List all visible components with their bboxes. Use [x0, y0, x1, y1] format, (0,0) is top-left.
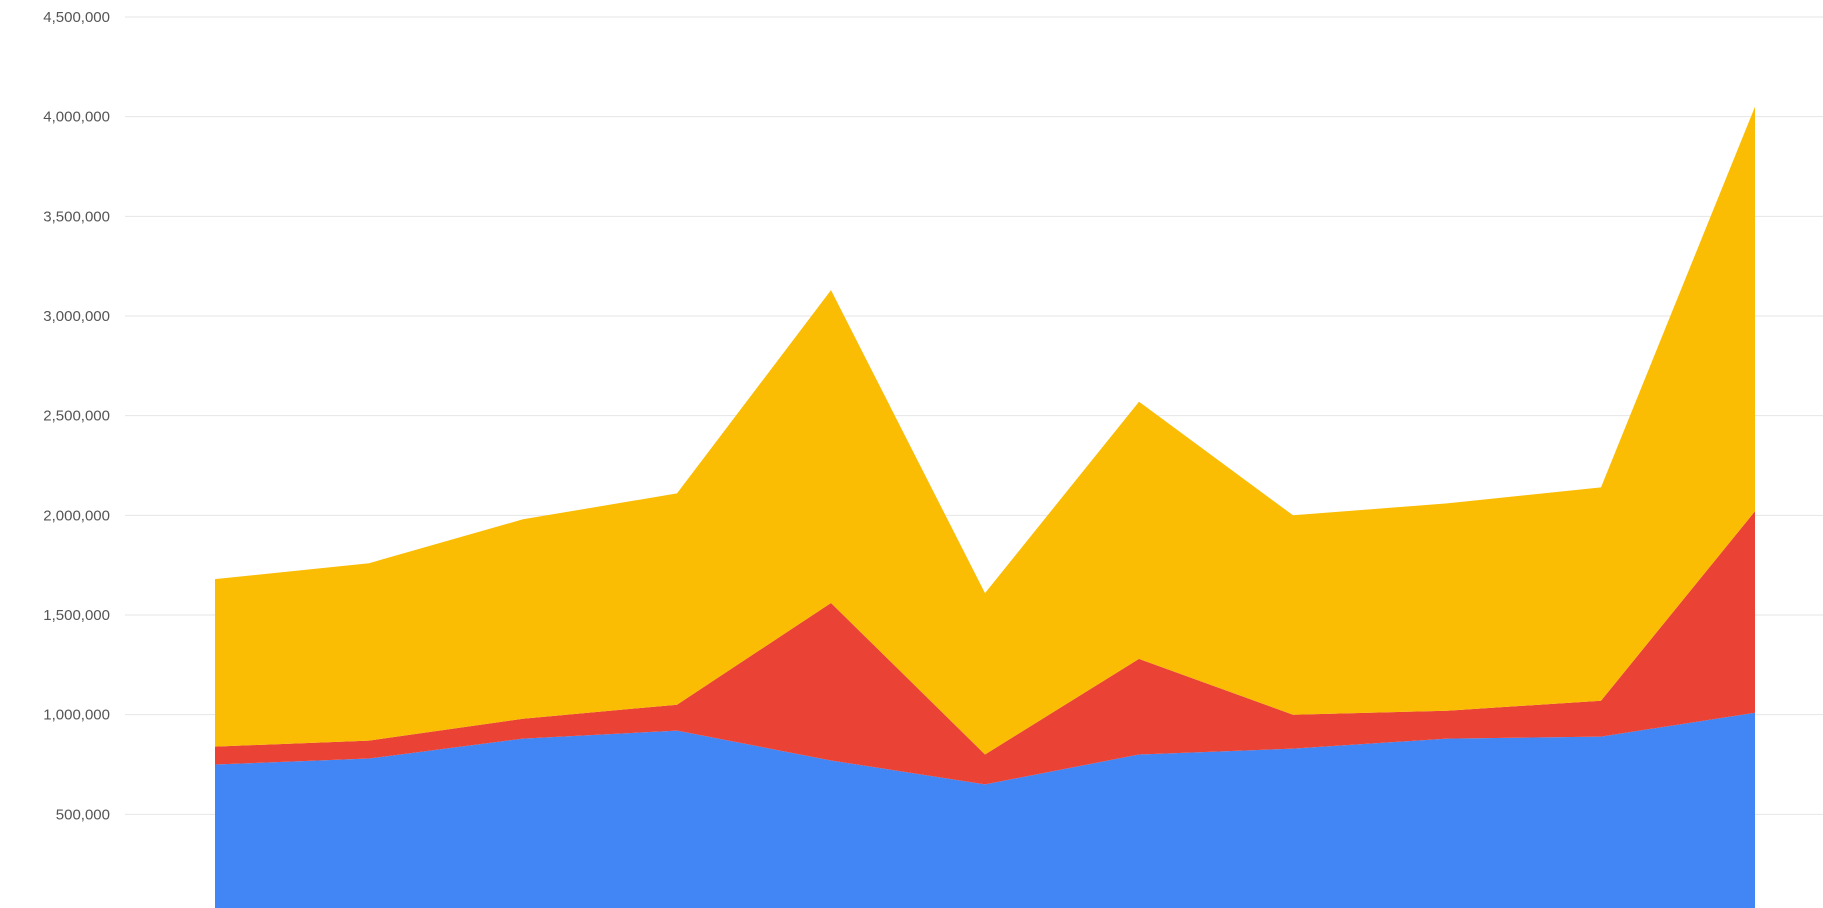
y-axis-tick-labels: 500,000 1,000,000 1,500,000 2,000,000 2,500,…	[43, 9, 110, 823]
y-tick-label: 500,000	[56, 806, 110, 823]
y-tick-label: 1,000,000	[43, 707, 110, 724]
series-area-1	[215, 712, 1755, 908]
series-area-2	[215, 511, 1755, 785]
y-tick-label: 4,500,000	[43, 9, 110, 26]
y-tick-label: 2,500,000	[43, 408, 110, 425]
series-areas	[215, 106, 1755, 908]
y-tick-label: 3,000,000	[43, 308, 110, 325]
y-tick-label: 2,000,000	[43, 507, 110, 524]
y-tick-label: 1,500,000	[43, 607, 110, 624]
y-tick-label: 3,500,000	[43, 208, 110, 225]
series-area-3	[215, 106, 1755, 755]
y-tick-label: 4,000,000	[43, 109, 110, 126]
